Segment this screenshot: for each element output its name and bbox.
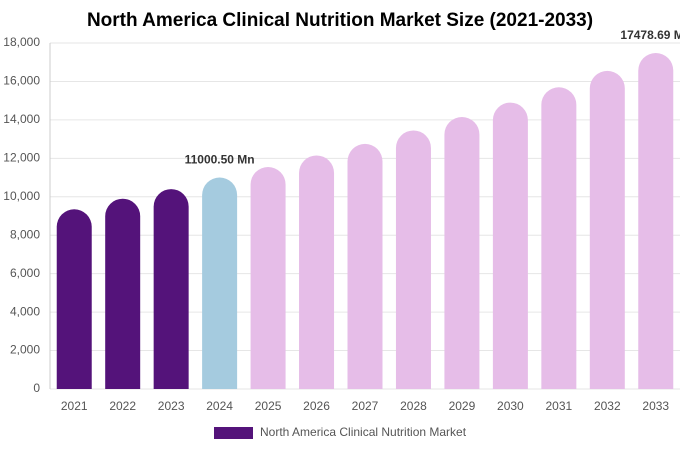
y-tick-label: 8,000 bbox=[10, 227, 40, 241]
bar bbox=[105, 198, 141, 389]
x-tick-label: 2023 bbox=[158, 399, 185, 413]
bar bbox=[638, 53, 674, 389]
y-tick-label: 2,000 bbox=[10, 343, 40, 357]
y-tick-label: 0 bbox=[33, 381, 40, 395]
bar bbox=[492, 102, 528, 390]
x-tick-label: 2033 bbox=[642, 399, 669, 413]
y-tick-label: 18,000 bbox=[3, 35, 40, 49]
y-tick-label: 16,000 bbox=[3, 74, 40, 88]
bar bbox=[589, 70, 625, 389]
x-tick-label: 2022 bbox=[109, 399, 136, 413]
bar bbox=[153, 189, 189, 389]
bar bbox=[250, 167, 286, 389]
data-label: 17478.69 Mn bbox=[620, 28, 680, 42]
y-tick-label: 14,000 bbox=[3, 112, 40, 126]
x-tick-label: 2027 bbox=[352, 399, 379, 413]
x-tick-label: 2032 bbox=[594, 399, 621, 413]
bar bbox=[299, 155, 335, 389]
chart-title: North America Clinical Nutrition Market … bbox=[87, 10, 593, 31]
x-tick-label: 2021 bbox=[61, 399, 88, 413]
y-tick-label: 6,000 bbox=[10, 266, 40, 280]
legend-swatch bbox=[214, 427, 253, 439]
bar bbox=[347, 143, 383, 389]
bar bbox=[541, 87, 577, 389]
x-tick-label: 2024 bbox=[206, 399, 233, 413]
x-tick-label: 2025 bbox=[255, 399, 282, 413]
data-label: 11000.50 Mn bbox=[185, 153, 255, 167]
bar bbox=[395, 130, 431, 389]
bar bbox=[56, 209, 92, 389]
x-tick-label: 2030 bbox=[497, 399, 524, 413]
bar bbox=[202, 177, 238, 389]
y-tick-label: 10,000 bbox=[3, 189, 40, 203]
legend-label: North America Clinical Nutrition Market bbox=[260, 425, 467, 439]
x-tick-label: 2028 bbox=[400, 399, 427, 413]
y-tick-label: 12,000 bbox=[3, 151, 40, 165]
x-tick-label: 2029 bbox=[449, 399, 476, 413]
x-tick-label: 2031 bbox=[545, 399, 572, 413]
y-tick-label: 4,000 bbox=[10, 304, 40, 318]
bar bbox=[444, 117, 480, 389]
x-tick-label: 2026 bbox=[303, 399, 330, 413]
